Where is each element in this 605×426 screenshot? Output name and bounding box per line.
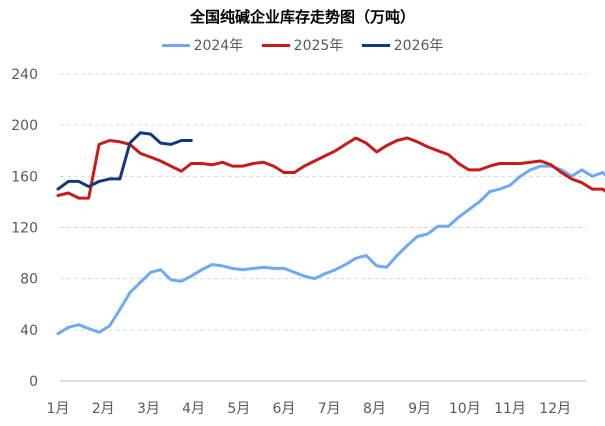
series-line-2024年 [56, 164, 605, 336]
y-tick-label-40: 40 [20, 323, 38, 339]
legend-swatch-2024 [161, 43, 190, 47]
chart-legend: 2024年 2025年 2026年 [0, 35, 605, 55]
chart-title: 全国纯碱企业库存走势图（万吨） [189, 8, 415, 26]
legend-swatch-2026 [361, 43, 390, 47]
x-tick-label-12: 12月 [539, 401, 571, 417]
legend-item-2025: 2025年 [261, 35, 344, 55]
x-tick-label-6: 6月 [273, 401, 296, 417]
y-tick-label-160: 160 [11, 169, 38, 185]
series-lines [56, 131, 605, 336]
y-tick-label-120: 120 [11, 221, 38, 237]
x-tick-label-4: 4月 [182, 401, 205, 417]
y-axis-tick-labels: 0 40 80 120 160 200 240 [11, 67, 38, 390]
y-tick-label-80: 80 [20, 272, 38, 288]
legend-swatch-2025 [261, 43, 290, 47]
x-tick-label-1: 1月 [47, 401, 70, 417]
legend-item-2024: 2024年 [161, 35, 244, 55]
legend-label-2025: 2025年 [293, 38, 344, 54]
legend-item-2026: 2026年 [361, 35, 444, 55]
x-tick-label-8: 8月 [363, 401, 386, 417]
series-line-2026年 [56, 131, 193, 191]
gridlines [60, 73, 587, 331]
legend-label-2026: 2026年 [393, 38, 444, 54]
y-tick-label-0: 0 [29, 374, 38, 390]
x-tick-label-7: 7月 [318, 401, 341, 417]
x-axis-tick-labels: 1月 2月 3月 4月 5月 6月 7月 8月 9月 10月 11月 12月 [47, 401, 572, 417]
y-tick-label-200: 200 [11, 118, 38, 134]
x-tick-label-11: 11月 [494, 401, 526, 417]
series-line-2025年 [56, 136, 605, 200]
x-tick-label-3: 3月 [137, 401, 160, 417]
x-tick-label-10: 10月 [449, 401, 481, 417]
legend-label-2024: 2024年 [193, 38, 244, 54]
y-tick-label-240: 240 [11, 67, 38, 83]
x-tick-label-2: 2月 [92, 401, 115, 417]
x-tick-label-9: 9月 [408, 401, 431, 417]
x-tick-label-5: 5月 [227, 401, 250, 417]
